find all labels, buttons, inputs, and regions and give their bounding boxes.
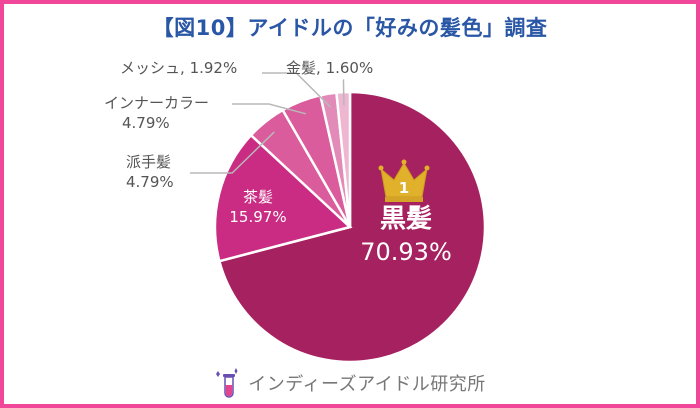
footer-brand: インディーズアイドル研究所 (0, 368, 700, 398)
slice-name: メッシュ (120, 59, 181, 77)
leader-line (342, 79, 345, 106)
slice-label-chapatsu: 茶髪 15.97% (228, 187, 288, 227)
slice-label-mesh: メッシュ, 1.92% (120, 59, 238, 77)
slice-value: 1.60% (325, 59, 374, 77)
slice-label-kinpatsu: 金髪, 1.60% (286, 59, 374, 77)
slice-label-kurokami: 黒髪 70.93% (356, 203, 456, 269)
slice-label-hadegami: 派手髪 4.79% (126, 152, 174, 192)
rank-badge-number: 1 (399, 179, 409, 197)
slice-name: 派手髪 (126, 153, 172, 171)
footer-brand-text: インディーズアイドル研究所 (248, 374, 486, 395)
slice-name: 茶髪 (242, 188, 273, 206)
slice-label-inner-color: インナーカラー 4.79% (104, 93, 209, 133)
slice-value: 1.92% (189, 59, 238, 77)
slice-name: 金髪 (286, 59, 317, 77)
leader-line (190, 131, 275, 174)
slice-name: インナーカラー (104, 94, 210, 112)
slice-kurokami (217, 90, 487, 364)
slice-value: 4.79% (122, 114, 170, 132)
crown-icon: 1 (378, 159, 430, 202)
chart-title: 【図10】アイドルの「好みの髪色」調査 (152, 16, 548, 40)
leader-line (262, 72, 332, 108)
slice-chapatsu (213, 133, 353, 263)
slice-value: 70.93% (360, 238, 452, 266)
slice-value: 4.79% (126, 173, 174, 191)
test-tube-sparkle-icon (216, 368, 238, 398)
slice-value: 15.97% (229, 208, 287, 226)
slice-name: 黒髪 (379, 204, 432, 234)
leader-line (232, 103, 307, 115)
